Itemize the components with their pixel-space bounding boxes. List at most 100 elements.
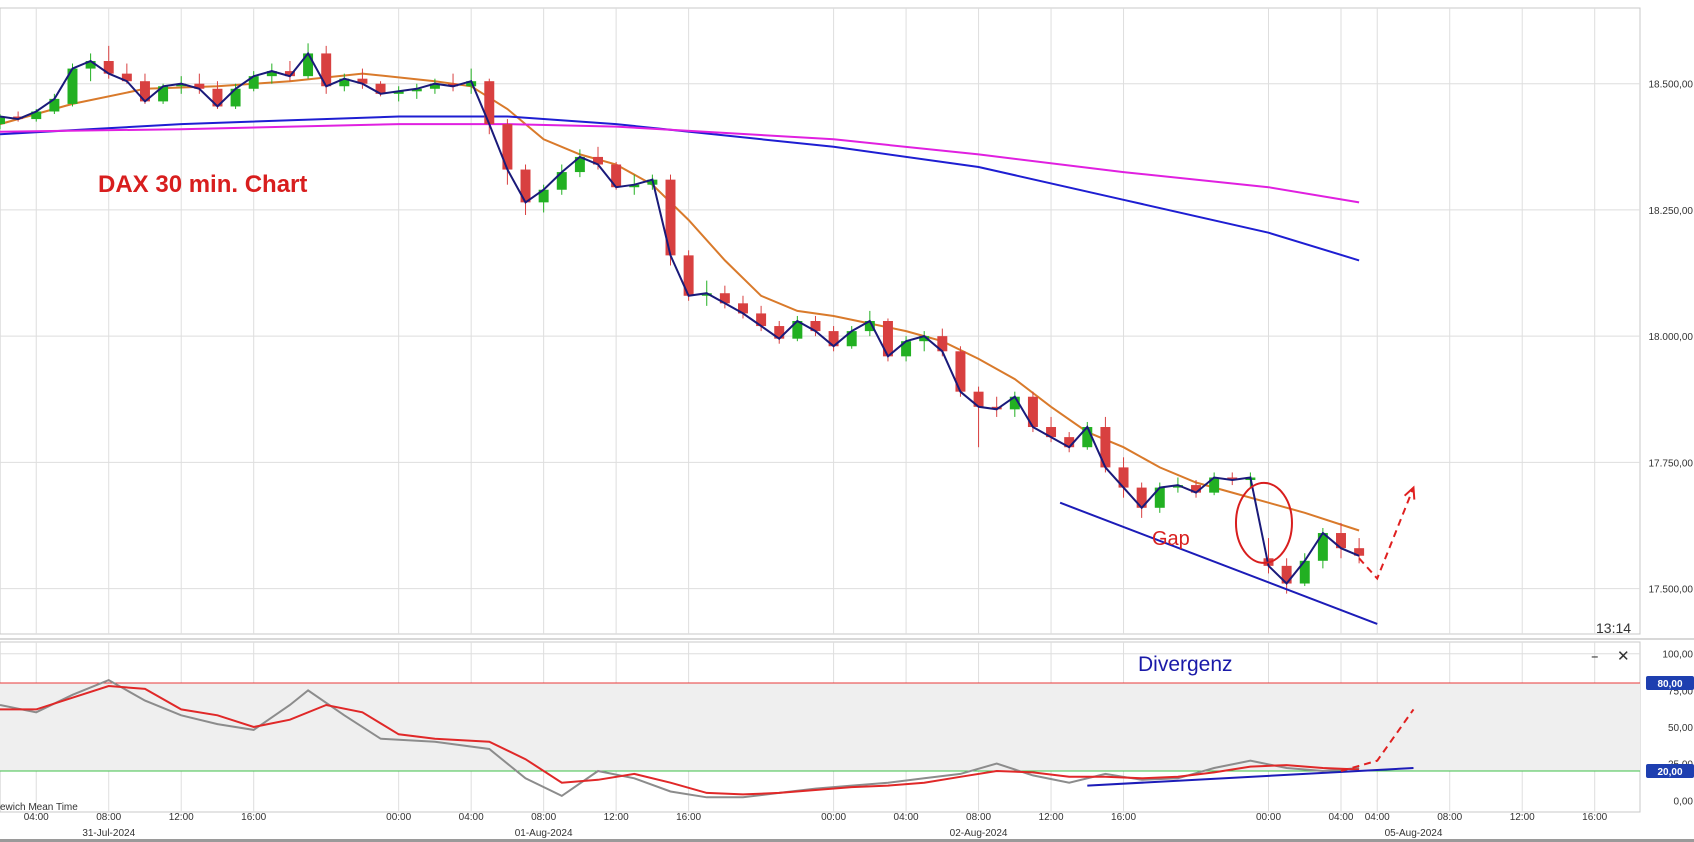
candle-body — [1154, 487, 1165, 508]
candle-body — [1336, 533, 1346, 549]
candle-body — [121, 73, 132, 82]
candle-body — [1100, 427, 1111, 468]
osc-y-tick-label: 0,00 — [1674, 796, 1694, 807]
candle-body — [303, 53, 314, 77]
candle-body — [901, 341, 912, 357]
forecast-arrow-head — [1403, 485, 1416, 500]
candle-body — [937, 336, 948, 352]
oscillator-band — [0, 682, 1640, 772]
moving-average-line — [0, 123, 1360, 204]
candle-body — [502, 124, 513, 170]
gap-ellipse — [1234, 481, 1293, 564]
bottom-scrollbar — [0, 839, 1694, 842]
x-tick-label: 16:00 — [1582, 812, 1607, 823]
candle-body — [375, 83, 386, 94]
candle-body — [611, 164, 622, 188]
candle-body — [1009, 396, 1020, 410]
candle-body — [411, 88, 422, 92]
candle-body — [955, 351, 966, 392]
annotations — [1059, 481, 1416, 625]
candle-body — [991, 406, 1002, 410]
candles — [0, 43, 1365, 594]
candle-body — [828, 331, 839, 347]
x-tick-label: 12:00 — [1039, 812, 1064, 823]
moving-averages — [0, 72, 1360, 532]
candle-body — [85, 61, 96, 69]
candle-body — [1317, 533, 1328, 561]
candle-body — [49, 98, 60, 112]
candle-body — [719, 293, 730, 304]
candle-body — [520, 169, 531, 203]
minimize-button[interactable]: – — [1591, 647, 1599, 665]
osc-level-badge — [1646, 676, 1694, 691]
candle-body — [484, 81, 495, 125]
candle-body — [230, 88, 241, 107]
y-tick-label: 18.250,00 — [1649, 206, 1694, 217]
down-trendline — [1059, 501, 1378, 625]
candle-body — [321, 53, 332, 87]
moving-average-line — [0, 72, 1360, 532]
axes: 04:00 08:00 12:00 16:00 00:00 04:00 08:00 12:00… — [24, 80, 1694, 839]
divergence-label: Divergenz — [1138, 653, 1233, 676]
candle-body — [266, 71, 277, 77]
candle-body — [882, 321, 893, 357]
candle-body — [593, 156, 603, 165]
candle-body — [1354, 548, 1365, 556]
osc-y-tick-label: 100,00 — [1662, 650, 1693, 661]
candle-body — [13, 116, 24, 120]
candle-body — [864, 321, 875, 332]
candle-body — [1227, 477, 1238, 481]
oscillator — [0, 678, 1415, 799]
x-tick-label: 04:00 — [1328, 812, 1353, 823]
candle-body — [176, 83, 187, 87]
candle-body — [1082, 427, 1093, 448]
candle-body — [248, 76, 259, 89]
candle-body — [1299, 560, 1310, 584]
oscillator-line — [0, 684, 1360, 796]
candle-body — [212, 88, 223, 107]
x-tick-label: 04:00 — [894, 812, 919, 823]
y-tick-label: 17.750,00 — [1649, 458, 1694, 469]
date-label: 01-Aug-2024 — [515, 828, 573, 839]
y-tick-label: 17.500,00 — [1649, 585, 1694, 596]
candle-body — [919, 336, 930, 342]
candle-body — [810, 321, 821, 332]
candle-body — [792, 321, 803, 339]
date-label: 31-Jul-2024 — [82, 828, 135, 839]
candle-body — [339, 78, 350, 87]
candle-body — [665, 179, 676, 256]
gap-label: Gap — [1152, 528, 1190, 550]
candle-body — [701, 293, 712, 296]
x-tick-label: 00:00 — [821, 812, 846, 823]
candle-body — [1281, 565, 1292, 584]
candle-body — [139, 81, 150, 102]
candle-body — [756, 313, 767, 327]
candle-body — [574, 156, 585, 173]
price-pane-frame — [0, 7, 1641, 635]
last-time-label: 13:14 — [1596, 620, 1631, 636]
y-tick-label: 18.500,00 — [1649, 80, 1694, 91]
candle-body — [67, 68, 78, 104]
x-tick-label: 12:00 — [169, 812, 194, 823]
candle-body — [31, 111, 42, 120]
candle-body — [284, 71, 295, 77]
divergence-trendline — [1087, 767, 1414, 787]
x-tick-label: 08:00 — [1437, 812, 1462, 823]
candle-body — [1209, 477, 1220, 493]
x-tick-label: 12:00 — [604, 812, 629, 823]
date-label: 05-Aug-2024 — [1385, 828, 1443, 839]
candle-body — [774, 326, 785, 339]
close-button[interactable]: ✕ — [1617, 647, 1630, 665]
x-tick-label: 08:00 — [96, 812, 121, 823]
candle-body — [1118, 467, 1129, 488]
candle-body — [466, 81, 477, 87]
forecast-arrow — [1358, 487, 1415, 581]
candle-body — [1191, 485, 1202, 493]
candle-body — [103, 61, 114, 74]
candle-body — [448, 83, 459, 87]
osc-level-badge-label: 80,00 — [1657, 679, 1682, 690]
candle-body — [683, 255, 694, 296]
x-tick-label: 12:00 — [1510, 812, 1535, 823]
chart-title: DAX 30 min. Chart — [98, 171, 307, 198]
